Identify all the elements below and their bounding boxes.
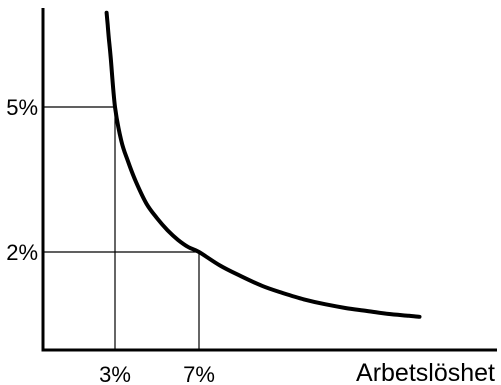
x-tick-label-1: 7% [183, 362, 215, 385]
series-curve [104, 10, 422, 319]
x-tick-label-0: 3% [99, 362, 131, 385]
x-axis-title: Arbetslöshet [356, 359, 495, 385]
y-tick-label-0: 2% [6, 240, 38, 265]
reference-guides [43, 106, 200, 350]
tick-labels: 3% 7% 2% 5% [6, 95, 215, 385]
y-tick-label-1: 5% [6, 95, 38, 120]
